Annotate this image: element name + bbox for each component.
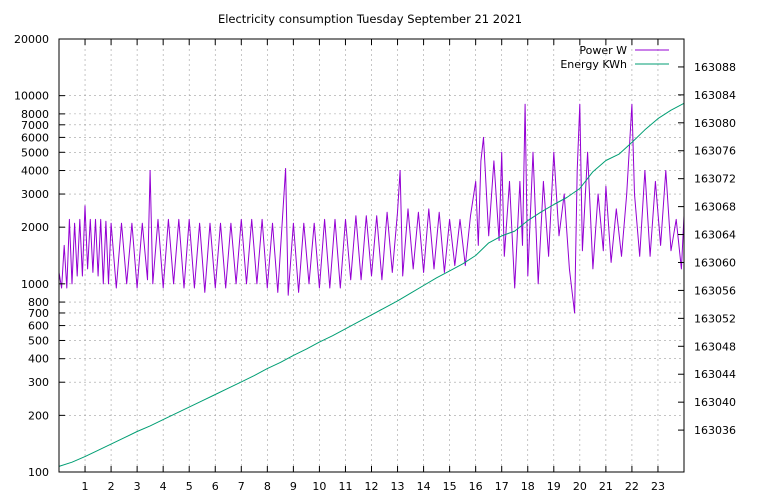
series-line-power xyxy=(58,103,685,314)
y2-tick-label: 163076 xyxy=(694,145,736,158)
x-tick-label: 6 xyxy=(212,480,219,493)
y-tick-label: 400 xyxy=(28,353,49,366)
legend-label-energy: Energy KWh xyxy=(560,58,627,71)
y2-tick-label: 163084 xyxy=(694,89,736,102)
x-tick-label: 21 xyxy=(599,480,613,493)
y-tick-label: 5000 xyxy=(21,146,49,159)
y2-tick-label: 163060 xyxy=(694,256,736,269)
y-tick-label: 800 xyxy=(28,296,49,309)
y-tick-label: 4000 xyxy=(21,165,49,178)
legend: Power W Energy KWh xyxy=(560,44,669,71)
legend-label-power: Power W xyxy=(579,44,627,57)
y-tick-label: 600 xyxy=(28,320,49,333)
chart-title: Electricity consumption Tuesday Septembe… xyxy=(218,12,522,26)
y2-tick-label: 163072 xyxy=(694,173,736,186)
series-line-energy xyxy=(58,102,685,467)
x-tick-label: 13 xyxy=(391,480,405,493)
x-tick-label: 22 xyxy=(625,480,639,493)
x-tick-label: 8 xyxy=(264,480,271,493)
y2-tick-label: 163040 xyxy=(694,396,736,409)
x-tick-label: 12 xyxy=(365,480,379,493)
y-tick-label: 300 xyxy=(28,376,49,389)
x-tick-label: 9 xyxy=(290,480,297,493)
y-tick-label: 500 xyxy=(28,334,49,347)
y-tick-label: 700 xyxy=(28,307,49,320)
x-tick-label: 3 xyxy=(134,480,141,493)
ticks: 1 2 3 4 5 6 7 8 9 10 11 12 13 14 15 16 17 18 19 20 21 22 23100… xyxy=(14,33,736,493)
x-tick-label: 16 xyxy=(469,480,483,493)
y-tick-label: 8000 xyxy=(21,108,49,121)
x-tick-label: 4 xyxy=(160,480,167,493)
y-tick-label: 3000 xyxy=(21,188,49,201)
y-tick-label: 1000 xyxy=(21,278,49,291)
x-tick-label: 18 xyxy=(521,480,535,493)
y-tick-label: 10000 xyxy=(14,90,49,103)
y2-tick-label: 163048 xyxy=(694,340,736,353)
y2-tick-label: 163088 xyxy=(694,61,736,74)
x-tick-label: 7 xyxy=(238,480,245,493)
x-tick-label: 20 xyxy=(573,480,587,493)
x-tick-label: 5 xyxy=(186,480,193,493)
x-tick-label: 1 xyxy=(82,480,89,493)
x-tick-label: 10 xyxy=(312,480,326,493)
x-tick-label: 17 xyxy=(495,480,509,493)
series-layer xyxy=(58,102,685,467)
y-tick-label: 100 xyxy=(28,466,49,479)
x-tick-label: 11 xyxy=(338,480,352,493)
x-tick-label: 23 xyxy=(651,480,665,493)
x-tick-label: 2 xyxy=(108,480,115,493)
y-tick-label: 200 xyxy=(28,409,49,422)
y2-tick-label: 163068 xyxy=(694,201,736,214)
y-tick-label: 6000 xyxy=(21,131,49,144)
x-tick-label: 14 xyxy=(417,480,431,493)
y2-tick-label: 163052 xyxy=(694,312,736,325)
y2-tick-label: 163064 xyxy=(694,229,736,242)
x-tick-label: 15 xyxy=(443,480,457,493)
y2-tick-label: 163036 xyxy=(694,424,736,437)
y-tick-label: 20000 xyxy=(14,33,49,46)
y-tick-label: 2000 xyxy=(21,221,49,234)
grid xyxy=(59,39,684,472)
x-tick-label: 19 xyxy=(547,480,561,493)
y2-tick-label: 163044 xyxy=(694,368,736,381)
y2-tick-label: 163080 xyxy=(694,117,736,130)
y2-tick-label: 163056 xyxy=(694,284,736,297)
y-tick-label: 7000 xyxy=(21,119,49,132)
